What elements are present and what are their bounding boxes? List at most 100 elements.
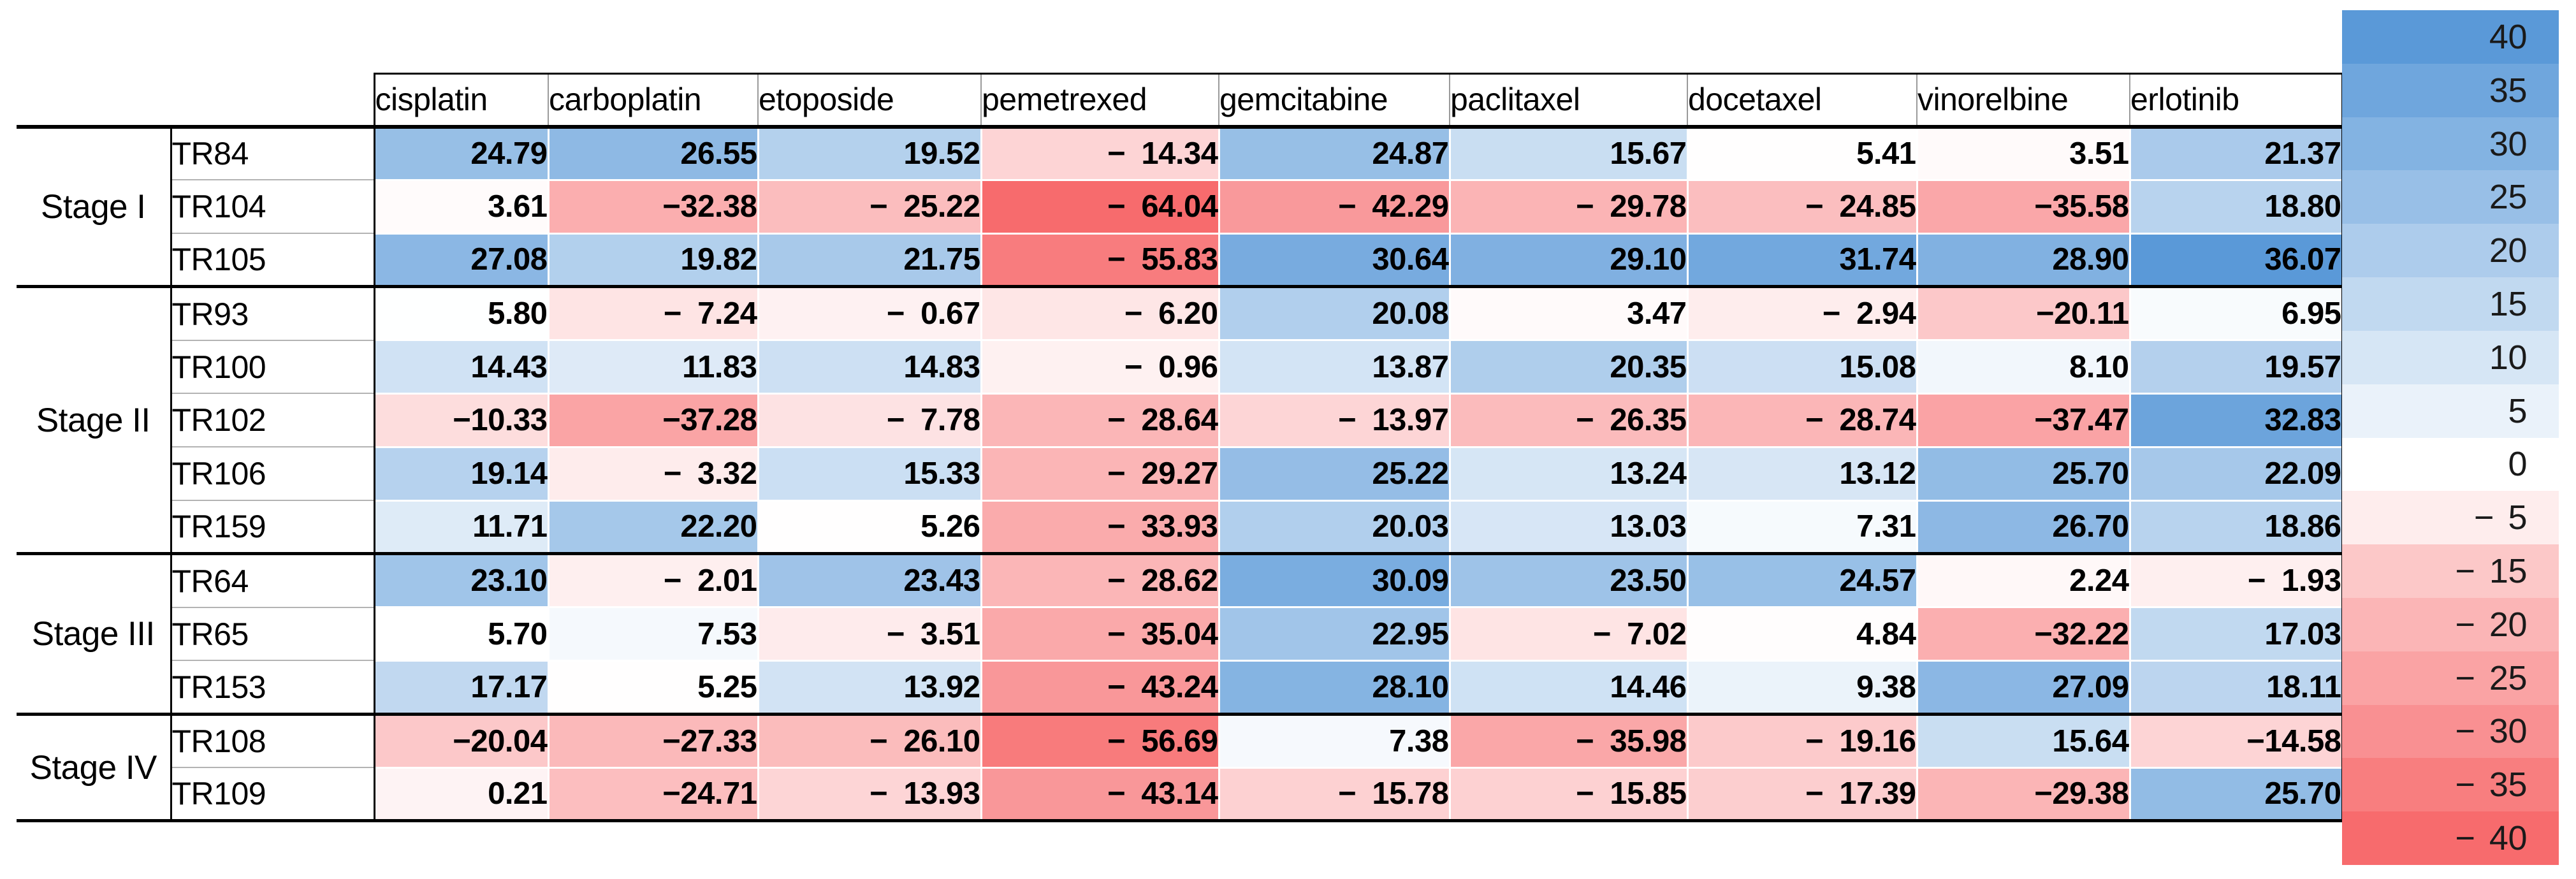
sample-row-label: TR159 <box>171 500 375 554</box>
header-spacer <box>171 73 374 129</box>
legend-band: − 20 <box>2342 597 2559 651</box>
sample-row-label: TR102 <box>171 393 375 447</box>
legend-band: 5 <box>2342 384 2559 438</box>
heatmap-cell: − 7.78 <box>757 392 981 447</box>
legend-band: 10 <box>2342 330 2559 384</box>
drug-column-header: paclitaxel <box>1449 73 1687 129</box>
heatmap-cell: −24.71 <box>547 766 758 823</box>
heatmap-cell: 25.70 <box>2128 766 2343 823</box>
heatmap-cell: −29.38 <box>1916 766 2130 823</box>
color-scale-legend: 40 35 30 25 20 15 10 5 0 − 5 − 15 − 20 − 25 − 30 − 35 −… <box>2342 10 2559 865</box>
heatmap-cell: 19.52 <box>757 124 981 180</box>
heatmap-body: cisplatin carboplatin etoposide pemetrexed g… <box>17 73 2343 823</box>
heatmap-cell: 30.64 <box>1218 232 1450 287</box>
sample-row-label: TR109 <box>171 767 375 823</box>
heatmap-cell: −35.58 <box>1916 178 2130 234</box>
heatmap-cell: − 1.93 <box>2128 552 2343 607</box>
heatmap-cell: − 7.02 <box>1448 606 1687 661</box>
heatmap-cell: − 26.10 <box>757 712 981 768</box>
sample-row-label: TR105 <box>171 233 375 287</box>
heatmap-cell: − 33.93 <box>980 499 1219 554</box>
sample-row-label: TR65 <box>171 606 375 661</box>
heatmap-cell: − 55.83 <box>980 232 1219 287</box>
stage-group-label: Stage I <box>17 124 172 289</box>
legend-band: 30 <box>2342 117 2559 171</box>
sample-row-label: TR106 <box>171 446 375 501</box>
legend-tick-label: 20 <box>2489 231 2528 270</box>
legend-tick-label: − 25 <box>2455 658 2527 697</box>
legend-band: − 40 <box>2342 811 2559 865</box>
heatmap-cell: 9.38 <box>1686 659 1917 715</box>
heatmap-cell: − 3.32 <box>547 446 758 501</box>
heatmap-cell: 15.08 <box>1686 339 1917 394</box>
legend-tick-label: − 20 <box>2455 605 2527 644</box>
heatmap-cell: −20.04 <box>373 712 548 768</box>
heatmap-cell: 27.09 <box>1916 659 2130 715</box>
legend-tick-label: − 35 <box>2455 766 2527 804</box>
heatmap-cell: −32.38 <box>547 178 758 234</box>
legend-band: 0 <box>2342 437 2559 491</box>
heatmap-cell: − 3.51 <box>757 606 981 661</box>
heatmap-cell: − 35.98 <box>1448 712 1687 768</box>
heatmap-cell: 18.80 <box>2128 178 2343 234</box>
legend-tick-label: 40 <box>2489 17 2528 56</box>
heatmap-cell: 3.47 <box>1448 285 1687 340</box>
legend-band: 20 <box>2342 224 2559 278</box>
heatmap-cell: − 6.20 <box>980 285 1219 340</box>
heatmap-cell: 24.57 <box>1686 552 1917 607</box>
heatmap-cell: 15.67 <box>1448 124 1687 180</box>
heatmap-cell: 19.82 <box>547 232 758 287</box>
heatmap-cell: 14.46 <box>1448 659 1687 715</box>
heatmap-cell: 26.70 <box>1916 499 2130 554</box>
heatmap-cell: 13.24 <box>1448 446 1687 501</box>
heatmap-cell: − 19.16 <box>1686 712 1917 768</box>
heatmap-cell: − 28.64 <box>980 392 1219 447</box>
heatmap-cell: −14.58 <box>2128 712 2343 768</box>
heatmap-cell: 5.70 <box>373 606 548 661</box>
heatmap-cell: − 64.04 <box>980 178 1219 234</box>
heatmap-cell: 19.57 <box>2128 339 2343 394</box>
heatmap-cell: 5.80 <box>373 285 548 340</box>
heatmap-cell: 15.64 <box>1916 712 2130 768</box>
legend-band: − 25 <box>2342 651 2559 705</box>
heatmap-cell: 11.83 <box>547 339 758 394</box>
drug-column-header: pemetrexed <box>980 73 1219 129</box>
heatmap-cell: 28.10 <box>1218 659 1450 715</box>
legend-tick-label: − 30 <box>2455 712 2527 751</box>
heatmap-cell: 19.14 <box>373 446 548 501</box>
heatmap-cell: − 24.85 <box>1686 178 1917 234</box>
heatmap-cell: 22.20 <box>547 499 758 554</box>
heatmap-cell: −10.33 <box>373 392 548 447</box>
heatmap-cell: 17.03 <box>2128 606 2343 661</box>
sample-row-label: TR100 <box>171 339 375 394</box>
heatmap-cell: 14.83 <box>757 339 981 394</box>
heatmap-cell: 23.50 <box>1448 552 1687 607</box>
heatmap-cell: − 42.29 <box>1218 178 1450 234</box>
heatmap-cell: − 25.22 <box>757 178 981 234</box>
heatmap-cell: 7.53 <box>547 606 758 661</box>
heatmap-cell: − 7.24 <box>547 285 758 340</box>
heatmap-cell: 31.74 <box>1686 232 1917 287</box>
legend-tick-label: 10 <box>2489 338 2528 377</box>
heatmap-cell: − 56.69 <box>980 712 1219 768</box>
sample-row-label: TR93 <box>171 285 375 340</box>
heatmap-cell: 17.17 <box>373 659 548 715</box>
legend-tick-label: 15 <box>2489 284 2528 323</box>
heatmap-cell: 18.11 <box>2128 659 2343 715</box>
heatmap-cell: − 0.96 <box>980 339 1219 394</box>
heatmap-cell: 5.25 <box>547 659 758 715</box>
header-spacer <box>17 73 171 129</box>
heatmap-cell: 36.07 <box>2128 232 2343 287</box>
legend-tick-label: − 40 <box>2455 819 2527 858</box>
heatmap-cell: 3.61 <box>373 178 548 234</box>
heatmap-cell: 20.35 <box>1448 339 1687 394</box>
legend-tick-label: 0 <box>2508 445 2527 484</box>
heatmap-cell: 23.10 <box>373 552 548 607</box>
heatmap-cell: 30.09 <box>1218 552 1450 607</box>
heatmap-cell: 22.95 <box>1218 606 1450 661</box>
heatmap-cell: − 17.39 <box>1686 766 1917 823</box>
heatmap-cell: 0.21 <box>373 766 548 823</box>
heatmap-cell: − 29.27 <box>980 446 1219 501</box>
heatmap-cell: − 0.67 <box>757 285 981 340</box>
heatmap-cell: 13.87 <box>1218 339 1450 394</box>
